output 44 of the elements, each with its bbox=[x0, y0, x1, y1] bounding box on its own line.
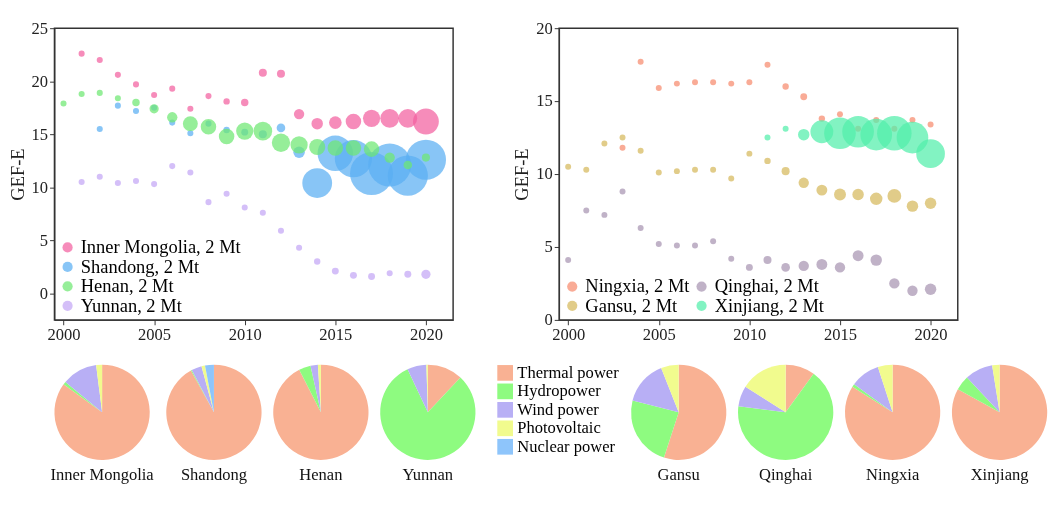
slice-label: Henan bbox=[299, 465, 344, 485]
legend-label: Inner Mongolia, 2 Mt bbox=[80, 237, 242, 258]
y-tick-label: 0 bbox=[39, 283, 49, 303]
y-tick-label: 5 bbox=[39, 230, 49, 250]
y-axis-title: GEF-E bbox=[7, 148, 28, 201]
y-tick-label: 20 bbox=[31, 71, 49, 91]
slice-label: Yunnan bbox=[402, 465, 454, 485]
y-tick-label: 10 bbox=[31, 177, 49, 197]
slice-label: Shandong bbox=[180, 465, 247, 485]
legend-label: Shandong, 2 Mt bbox=[80, 256, 201, 277]
y-tick-label: 5 bbox=[544, 237, 553, 257]
x-tick-label: 2000 bbox=[47, 324, 81, 344]
legend-label: Wind power bbox=[517, 399, 600, 419]
legend-label: Nuclear power bbox=[517, 436, 616, 456]
y-tick-label: 0 bbox=[544, 310, 553, 330]
legend-label: Ningxia, 2 Mt bbox=[585, 276, 691, 297]
legend-label: Thermal power bbox=[517, 362, 620, 382]
legend-label: Gansu, 2 Mt bbox=[585, 295, 679, 316]
legend-label: Qinghai, 2 Mt bbox=[714, 276, 820, 297]
y-axis-title: GEF-E bbox=[512, 148, 533, 201]
legend-label: Yunnan, 2 Mt bbox=[80, 295, 183, 316]
x-tick-label: 2015 bbox=[823, 324, 857, 344]
y-tick-label: 15 bbox=[536, 91, 553, 111]
y-tick-label: 15 bbox=[31, 124, 49, 144]
x-tick-label: 2020 bbox=[409, 324, 443, 344]
slice-label: Gansu bbox=[657, 465, 700, 485]
y-tick-label: 25 bbox=[31, 18, 49, 38]
legend-label: Photovoltaic bbox=[517, 418, 601, 438]
slice-label: Qinghai bbox=[759, 465, 813, 485]
x-tick-label: 2015 bbox=[319, 324, 353, 344]
slice-label: Inner Mongolia bbox=[50, 465, 155, 485]
y-tick-label: 20 bbox=[536, 18, 553, 38]
y-tick-label: 10 bbox=[536, 164, 553, 184]
x-tick-label: 2020 bbox=[914, 324, 948, 344]
x-tick-label: 2005 bbox=[138, 324, 172, 344]
legend-label: Xinjiang, 2 Mt bbox=[714, 295, 825, 316]
slice-label: Xinjiang bbox=[970, 465, 1029, 485]
x-tick-label: 2010 bbox=[733, 324, 767, 344]
legend-label: Hydropower bbox=[517, 381, 602, 401]
x-tick-label: 2000 bbox=[552, 324, 586, 344]
slice-label: Ningxia bbox=[866, 465, 920, 485]
x-tick-label: 2010 bbox=[228, 324, 262, 344]
x-tick-label: 2005 bbox=[642, 324, 676, 344]
legend-label: Henan, 2 Mt bbox=[80, 276, 175, 297]
